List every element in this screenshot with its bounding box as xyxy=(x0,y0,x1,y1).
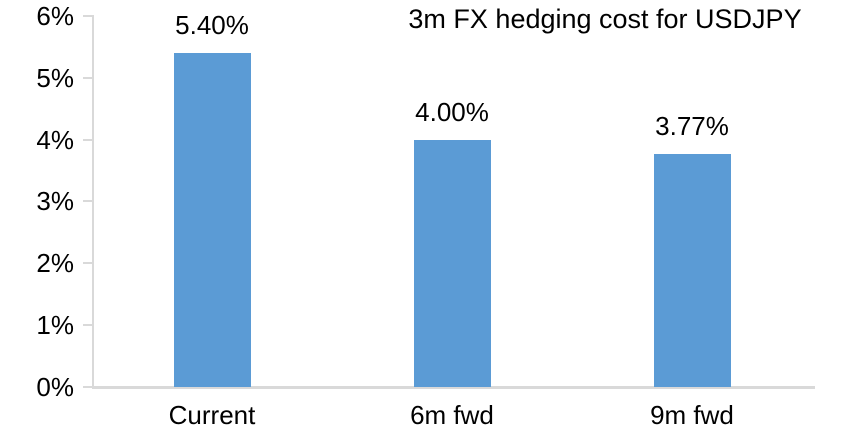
x-axis-category-label: 9m fwd xyxy=(650,400,734,430)
y-axis-line xyxy=(92,15,94,388)
chart-title: 3m FX hedging cost for USDJPY xyxy=(408,4,802,34)
x-axis-category-label: 6m fwd xyxy=(410,400,494,430)
x-axis-category-label: Current xyxy=(168,400,256,430)
y-axis-tick xyxy=(83,138,92,141)
y-axis-tick xyxy=(83,200,92,203)
bar xyxy=(654,154,731,387)
y-axis-tick xyxy=(83,385,92,388)
y-axis-tick-label: 3% xyxy=(36,186,74,217)
bar-value-label: 5.40% xyxy=(175,10,249,40)
y-axis-tick xyxy=(83,76,92,79)
y-axis-tick xyxy=(83,15,92,17)
y-axis-tick-label: 5% xyxy=(36,62,74,93)
bar-value-label: 4.00% xyxy=(415,97,489,127)
bar-value-label: 3.77% xyxy=(655,111,729,141)
y-axis-tick-label: 4% xyxy=(36,124,74,155)
bar xyxy=(414,140,491,387)
y-axis-tick xyxy=(83,262,92,264)
y-axis-tick-label: 1% xyxy=(36,309,74,340)
bar xyxy=(174,53,251,387)
x-axis-line xyxy=(92,386,815,389)
y-axis-tick-label: 0% xyxy=(36,371,74,402)
y-axis-tick-label: 2% xyxy=(36,248,74,278)
y-axis-tick xyxy=(83,323,92,326)
y-axis-tick-label: 6% xyxy=(36,1,74,31)
